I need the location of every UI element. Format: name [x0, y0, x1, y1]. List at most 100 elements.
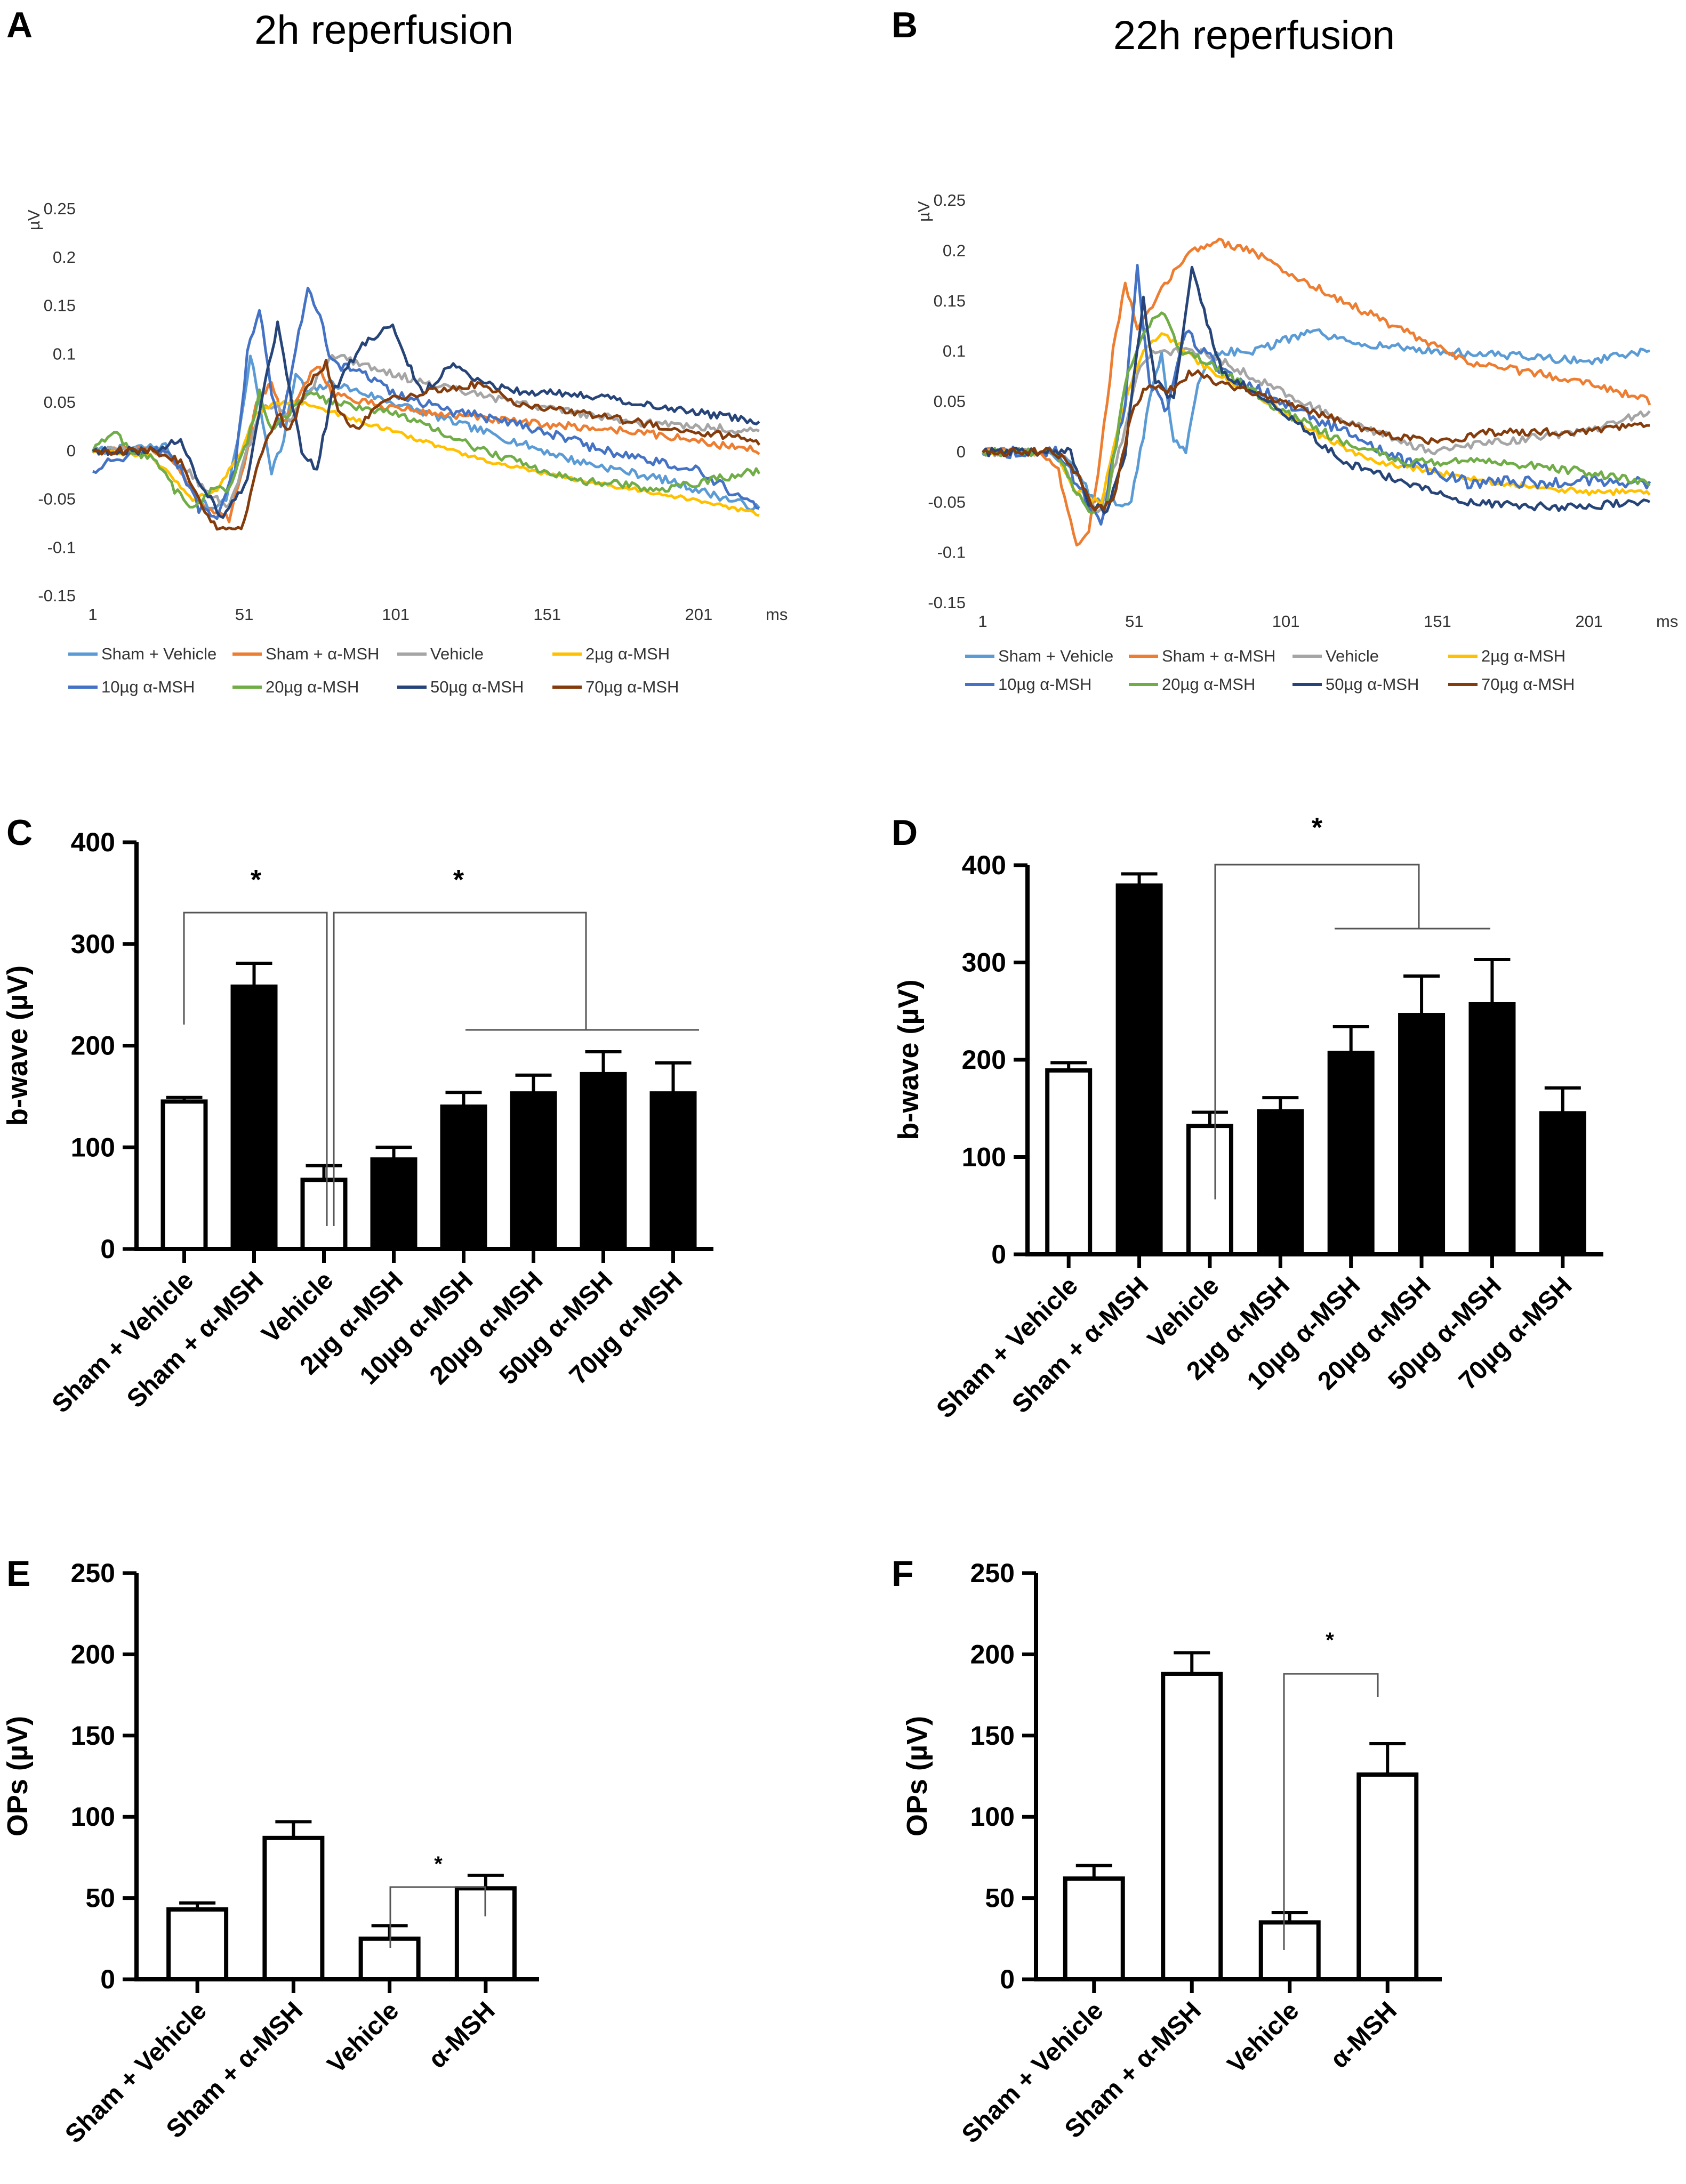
y-tick-label: 0.15	[44, 296, 76, 315]
x-axis-unit: ms	[766, 605, 788, 624]
chart-title: 2h reperfusion	[254, 7, 513, 53]
legend-label-sham-vehicle: Sham + Vehicle	[998, 647, 1113, 665]
significance-bracket	[333, 912, 587, 1226]
y-tick-label: 0.1	[943, 342, 966, 360]
panel-letter-f: F	[892, 1553, 914, 1594]
y-axis-label: b-wave (µV)	[893, 979, 925, 1140]
y-tick-label: 50	[985, 1883, 1015, 1913]
y-tick-label: 200	[962, 1045, 1006, 1075]
y-tick-label: 300	[962, 948, 1006, 978]
y-tick-label: 100	[962, 1142, 1006, 1172]
y-tick-label: 0	[991, 1239, 1006, 1269]
legend-label-2ug-alpha-msh: 2µg α-MSH	[1481, 647, 1565, 665]
trace-70ug-alpha-msh	[982, 369, 1650, 512]
y-tick-label: 200	[970, 1639, 1015, 1669]
legend-label-20ug-alpha-msh: 20µg α-MSH	[266, 678, 359, 696]
panel-letter-c: C	[6, 812, 33, 853]
trace-70ug-alpha-msh	[93, 359, 761, 531]
y-tick-label: 0	[67, 441, 76, 460]
y-tick-label: 200	[71, 1031, 115, 1061]
x-tick-label: 1	[88, 605, 97, 624]
y-tick-label: 250	[970, 1558, 1015, 1588]
y-tick-label: 100	[970, 1802, 1015, 1832]
panel-letter-b: B	[892, 5, 918, 45]
bar-50ug-alpha-msh	[1468, 1002, 1516, 1256]
bar-2ug-alpha-msh	[370, 1157, 418, 1251]
bar-sham-vehicle	[1045, 1068, 1093, 1256]
x-tick-label: 151	[1424, 612, 1451, 631]
y-tick-label: 0.05	[934, 392, 966, 411]
bar-vehicle	[300, 1178, 348, 1252]
bar-sham-alpha-msh	[1115, 883, 1163, 1256]
bar-sham-vehicle	[160, 1099, 208, 1252]
y-tick-label: 200	[71, 1639, 115, 1669]
y-tick-label: 0.2	[943, 241, 966, 260]
x-tick-label: α-MSH	[423, 1996, 501, 2074]
y-tick-label: 400	[962, 850, 1006, 880]
legend-label-sham-alpha-msh: Sham + α-MSH	[266, 644, 379, 663]
legend-label-20ug-alpha-msh: 20µg α-MSH	[1162, 675, 1255, 694]
legend-label-70ug-alpha-msh: 70µg α-MSH	[585, 678, 679, 696]
bar-20ug-alpha-msh	[1398, 1013, 1446, 1257]
bar-2ug-alpha-msh	[1257, 1109, 1304, 1257]
bar-70ug-alpha-msh	[1539, 1111, 1586, 1256]
y-axis-label: µV	[25, 209, 43, 230]
x-tick-label: 51	[235, 605, 253, 624]
bar-vehicle	[1186, 1124, 1233, 1257]
legend-label-10ug-alpha-msh: 10µg α-MSH	[101, 678, 195, 696]
y-tick-label: 100	[71, 1802, 115, 1832]
x-tick-label: 101	[1272, 612, 1300, 631]
y-tick-label: 50	[85, 1883, 115, 1913]
bar-sham-alpha-msh	[1161, 1671, 1223, 1982]
y-tick-label: 0.05	[44, 393, 76, 412]
trace-vehicle	[92, 354, 760, 508]
bar-sham-vehicle	[1063, 1876, 1125, 1981]
legend-label-vehicle: Vehicle	[1326, 647, 1379, 665]
y-tick-label: -0.15	[928, 593, 966, 612]
y-tick-label: -0.1	[937, 543, 966, 562]
x-tick-label: Vehicle	[1222, 1996, 1304, 2078]
y-axis-label: OPs (µV)	[2, 1716, 34, 1836]
panel-letter-a: A	[6, 5, 33, 45]
y-tick-label: 250	[71, 1558, 115, 1588]
significance-bracket	[389, 1886, 486, 1948]
legend-label-50ug-alpha-msh: 50µg α-MSH	[1326, 675, 1419, 694]
x-tick-label: 1	[978, 612, 987, 631]
y-tick-label: 0.15	[934, 292, 966, 310]
legend-label-sham-alpha-msh: Sham + α-MSH	[1162, 647, 1275, 665]
trace-sham-alpha-msh	[92, 366, 760, 523]
trace-20ug-alpha-msh	[982, 311, 1651, 515]
x-tick-label: 101	[382, 605, 410, 624]
legend-label-2ug-alpha-msh: 2µg α-MSH	[585, 644, 670, 663]
bar-70ug-alpha-msh	[649, 1091, 697, 1252]
y-tick-label: -0.15	[38, 586, 76, 605]
y-axis-label: OPs (µV)	[901, 1716, 933, 1836]
significance-bracket	[1214, 864, 1420, 1199]
y-tick-label: 0.2	[53, 248, 76, 267]
chart-title: 22h reperfusion	[1113, 13, 1395, 58]
significance-bracket	[1283, 1673, 1379, 1950]
y-tick-label: 0.1	[53, 344, 76, 363]
x-tick-label: 51	[1125, 612, 1143, 631]
trace-50ug-alpha-msh	[982, 265, 1651, 515]
y-tick-label: -0.05	[928, 493, 966, 511]
significance-star: *	[1326, 1629, 1334, 1652]
x-axis-unit: ms	[1656, 612, 1678, 631]
y-tick-label: -0.1	[47, 538, 76, 557]
bar-50ug-alpha-msh	[580, 1071, 627, 1252]
y-axis-label: b-wave (µV)	[2, 965, 34, 1126]
y-tick-label: 150	[71, 1721, 115, 1751]
trace-10ug-alpha-msh	[92, 286, 760, 520]
panel-letter-d: D	[892, 812, 918, 853]
y-tick-label: 0.25	[44, 199, 76, 218]
significance-star: *	[1312, 812, 1323, 843]
trace-20ug-alpha-msh	[91, 388, 761, 509]
bar-alpha-msh	[1356, 1772, 1419, 1981]
legend-label-vehicle: Vehicle	[430, 644, 484, 663]
y-tick-label: 0.25	[934, 191, 966, 209]
y-tick-label: 0	[957, 442, 966, 461]
